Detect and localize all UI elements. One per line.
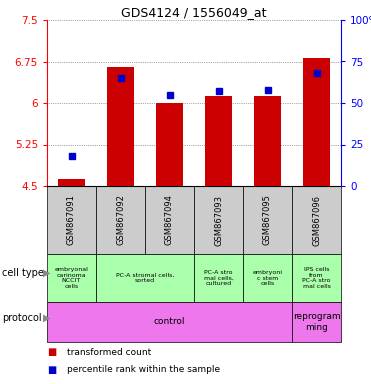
Bar xyxy=(292,254,341,302)
Bar xyxy=(96,254,194,302)
Text: cell type: cell type xyxy=(2,268,44,278)
Text: embryoni
c stem
cells: embryoni c stem cells xyxy=(253,270,282,286)
Text: reprogram
ming: reprogram ming xyxy=(293,312,340,332)
Text: PC-A stro
mal cells,
cultured: PC-A stro mal cells, cultured xyxy=(204,270,233,286)
Text: ■: ■ xyxy=(47,365,56,375)
Bar xyxy=(254,96,281,186)
Bar xyxy=(47,302,292,342)
Text: control: control xyxy=(154,318,185,326)
Text: GSM867095: GSM867095 xyxy=(263,195,272,245)
Bar xyxy=(58,179,85,186)
Text: transformed count: transformed count xyxy=(68,348,152,357)
Text: embryonal
carinoma
NCCIT
cells: embryonal carinoma NCCIT cells xyxy=(55,267,88,289)
Text: ▶: ▶ xyxy=(43,313,50,323)
Bar xyxy=(156,103,183,186)
Bar xyxy=(303,58,330,186)
Text: GSM867091: GSM867091 xyxy=(67,195,76,245)
Text: GSM867094: GSM867094 xyxy=(165,195,174,245)
Bar xyxy=(292,302,341,342)
Bar xyxy=(243,186,292,254)
Bar xyxy=(47,186,96,254)
Bar xyxy=(145,186,194,254)
Text: ■: ■ xyxy=(47,348,56,358)
Text: GSM867096: GSM867096 xyxy=(312,195,321,245)
Text: percentile rank within the sample: percentile rank within the sample xyxy=(68,365,220,374)
Bar xyxy=(47,254,96,302)
Bar xyxy=(96,186,145,254)
Bar xyxy=(243,254,292,302)
Text: ▶: ▶ xyxy=(43,268,50,278)
Bar xyxy=(194,254,243,302)
Bar xyxy=(107,67,134,186)
Text: GSM867093: GSM867093 xyxy=(214,195,223,245)
Title: GDS4124 / 1556049_at: GDS4124 / 1556049_at xyxy=(121,6,267,19)
Bar xyxy=(194,186,243,254)
Text: protocol: protocol xyxy=(2,313,42,323)
Text: IPS cells
from
PC-A stro
mal cells: IPS cells from PC-A stro mal cells xyxy=(302,267,331,289)
Bar xyxy=(205,96,232,186)
Text: PC-A stromal cells,
sorted: PC-A stromal cells, sorted xyxy=(116,273,174,283)
Bar xyxy=(292,186,341,254)
Text: GSM867092: GSM867092 xyxy=(116,195,125,245)
